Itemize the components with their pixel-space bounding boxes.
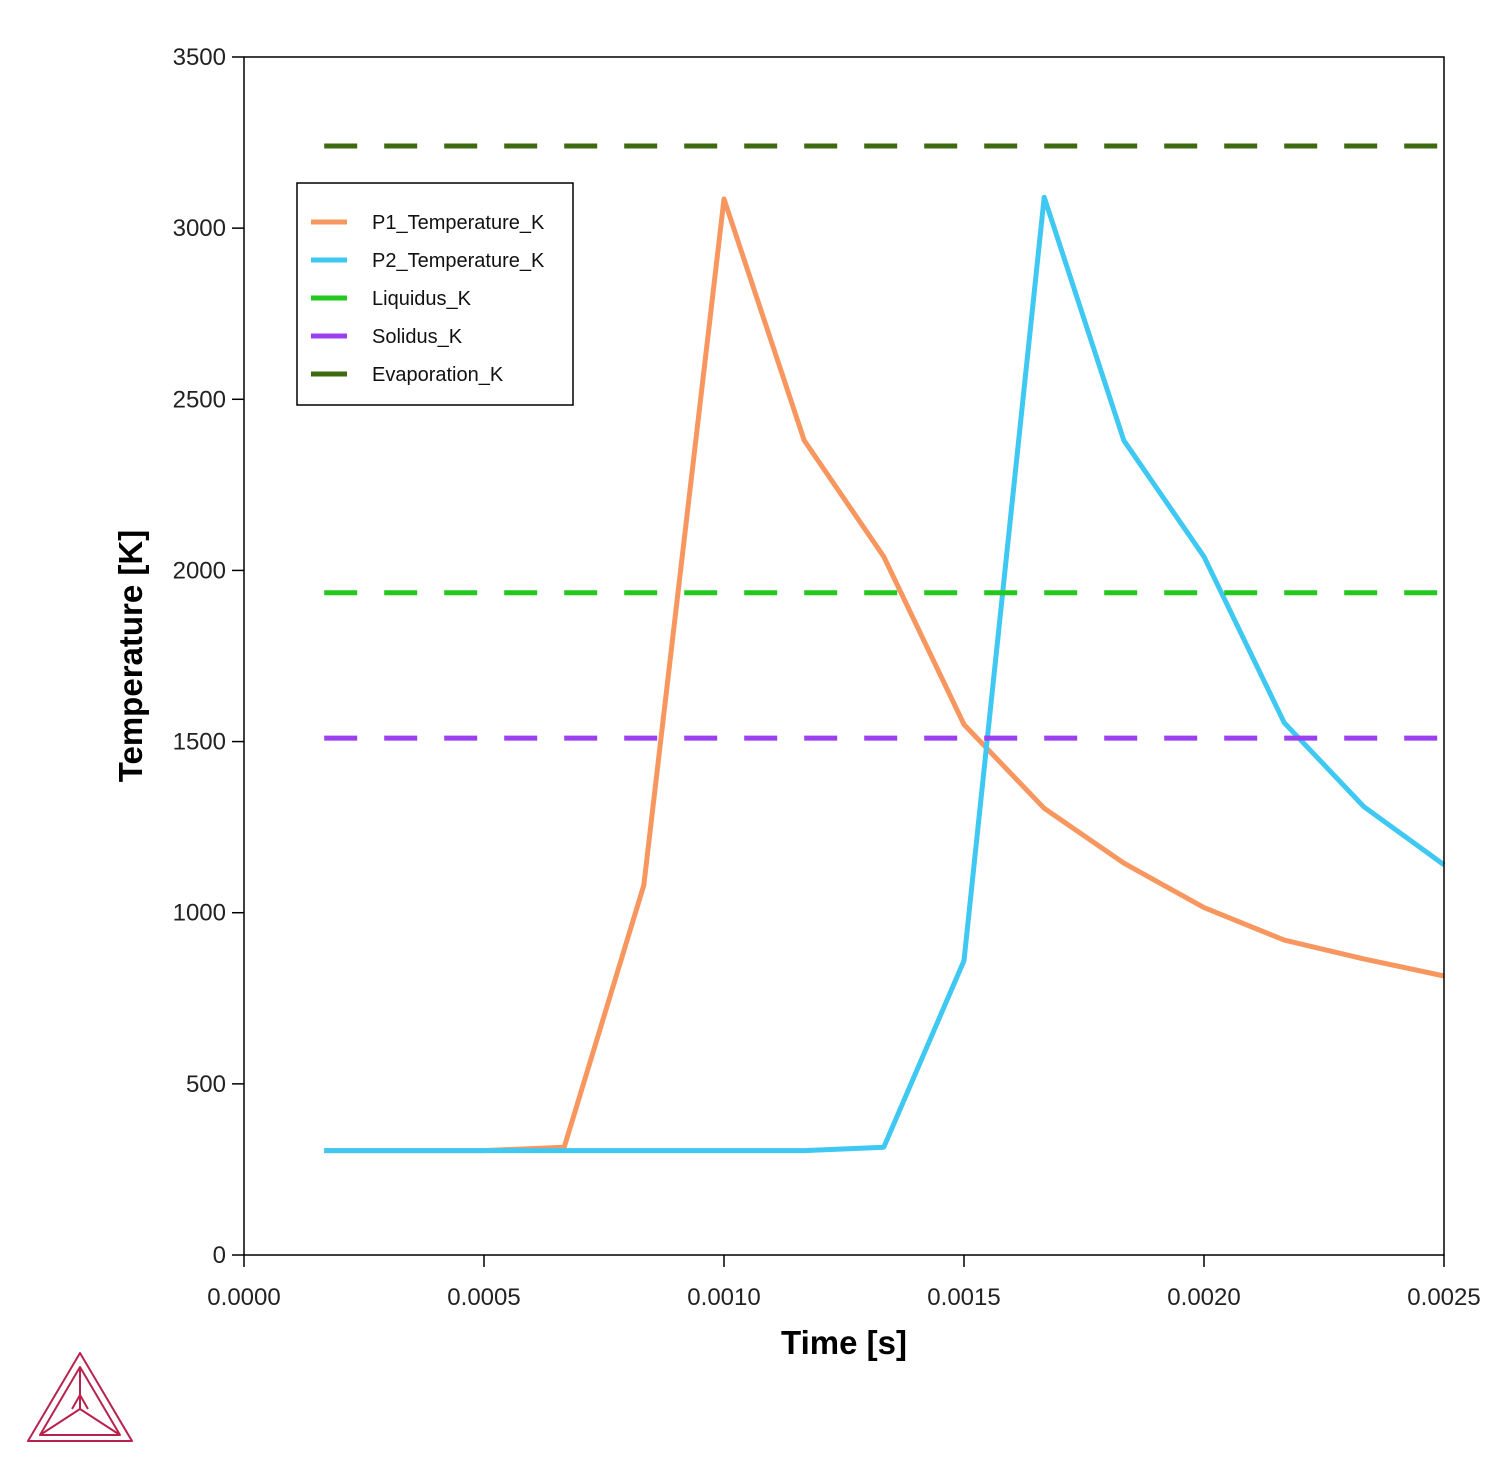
legend-label: Solidus_K xyxy=(372,326,463,348)
x-tick-label: 0.0005 xyxy=(447,1284,520,1311)
y-tick-label: 2500 xyxy=(173,386,226,413)
y-tick-label: 2000 xyxy=(173,557,226,584)
y-tick-label: 0 xyxy=(213,1242,226,1269)
x-axis-title: Time [s] xyxy=(781,1324,907,1361)
legend-items: P1_Temperature_K P2_Temperature_K Liquidus… xyxy=(311,212,545,386)
y-tick-label: 3000 xyxy=(173,215,226,242)
y-tick-label: 1000 xyxy=(173,900,226,927)
x-tick-label: 0.0015 xyxy=(927,1284,1000,1311)
series-line-p2-temperature-k xyxy=(324,194,1446,1154)
x-tick-label: 0.0025 xyxy=(1407,1284,1480,1311)
x-tick-label: 0.0010 xyxy=(687,1284,760,1311)
legend-label: P2_Temperature_K xyxy=(372,250,545,272)
x-tick-label: 0.0020 xyxy=(1167,1284,1240,1311)
y-tick-label: 500 xyxy=(186,1071,226,1098)
legend-label: Liquidus_K xyxy=(372,288,472,310)
legend-label: Evaporation_K xyxy=(372,364,504,386)
y-axis-title: Temperature [K] xyxy=(112,530,149,782)
x-tick-label: 0.0000 xyxy=(207,1284,280,1311)
axis-layer: 0 500 1000 1500 2000 2500 3000 3500 0.0000 0.0005… xyxy=(173,44,1481,1311)
legend: P1_Temperature_K P2_Temperature_K Liquidus… xyxy=(296,182,574,406)
plot-frame xyxy=(243,56,1445,1256)
series-layer xyxy=(324,143,1446,1154)
thermo-calc-triangle-logo-icon xyxy=(27,1352,133,1442)
legend-label: P1_Temperature_K xyxy=(372,212,545,234)
y-tick-label: 3500 xyxy=(173,44,226,71)
y-tick-label: 1500 xyxy=(173,729,226,756)
